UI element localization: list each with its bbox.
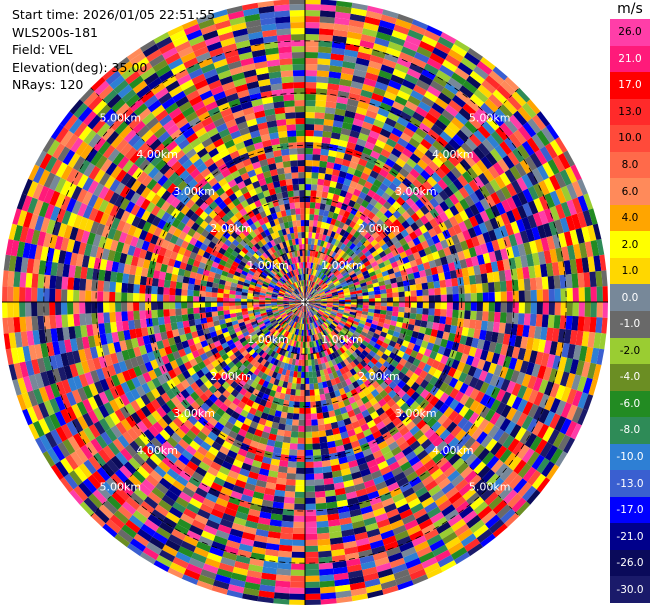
colorbar-segment xyxy=(610,496,650,524)
colorbar-tick-label: -13.0 xyxy=(616,477,644,490)
colorbar: m/s 26.0 21.0 17.0 13.0 10.0 8.0 6.0 4.0 2.0 1.0 0… xyxy=(610,0,650,610)
colorbar-segment xyxy=(610,72,650,100)
colorbar-segment xyxy=(610,364,650,392)
colorbar-segment xyxy=(610,417,650,445)
ring-label-3-1: 3.00km xyxy=(173,185,215,198)
ring-label-3-4: 3.00km xyxy=(395,407,437,420)
diagonal-axis-2 xyxy=(90,87,520,517)
colorbar-tick-label: 8.0 xyxy=(621,159,639,171)
site-label: WLS200s-181 xyxy=(12,24,98,40)
colorbar-tick-label: 21.0 xyxy=(618,52,642,65)
colorbar-segment xyxy=(610,231,650,259)
ring-label-1-3: 1.00km xyxy=(247,333,289,346)
ring-label-5-4: 5.00km xyxy=(469,481,511,494)
ring-label-4-4: 4.00km xyxy=(432,444,474,457)
colorbar-segment xyxy=(610,443,650,471)
colorbar-segment xyxy=(610,311,650,339)
colorbar-tick-label: -30.0 xyxy=(616,583,644,596)
colorbar-tick-label: -2.0 xyxy=(619,344,641,357)
plot-info: Start time: 2026/01/05 22:51:55 WLS200s-… xyxy=(12,6,215,94)
colorbar-segment xyxy=(610,257,650,285)
ring-label-1-2: 1.00km xyxy=(321,259,363,272)
colorbar-tick-label: -8.0 xyxy=(619,424,641,437)
colorbar-tick-label: -10.0 xyxy=(616,451,644,463)
elevation-label: Elevation(deg): 35.00 xyxy=(12,59,148,75)
colorbar-unit: m/s xyxy=(617,1,643,17)
ring-label-1-4: 1.00km xyxy=(321,333,363,346)
colorbar-segment xyxy=(610,576,650,604)
colorbar-segment xyxy=(610,523,650,551)
ring-label-4-1: 4.00km xyxy=(136,148,178,161)
ring-label-2-4: 2.00km xyxy=(358,370,400,383)
colorbar-segment xyxy=(610,125,650,153)
ring-label-4-3: 4.00km xyxy=(136,444,178,457)
velocity-gates xyxy=(2,0,608,605)
ring-label-3-3: 3.00km xyxy=(173,407,215,420)
colorbar-segment xyxy=(610,98,650,126)
range-ring-labels: 1.00km 1.00km 1.00km 1.00km 2.00km 2.00km 2.00… xyxy=(100,111,511,493)
colorbar-segment xyxy=(610,178,650,206)
range-rings xyxy=(2,0,608,605)
diagonal-axis-1 xyxy=(90,87,520,517)
ring-label-4-2: 4.00km xyxy=(432,148,474,161)
colorbar-boxes: 26.0 21.0 17.0 13.0 10.0 8.0 6.0 4.0 2.0 1.0 0.0 -1… xyxy=(610,19,650,604)
ring-label-5-3: 5.00km xyxy=(100,481,142,494)
colorbar-segment xyxy=(610,45,650,73)
colorbar-tick-label: 1.0 xyxy=(621,265,639,278)
start-time-label: Start time: 2026/01/05 22:51:55 xyxy=(12,7,216,22)
colorbar-tick-label: 4.0 xyxy=(621,212,639,225)
ring-label-2-3: 2.00km xyxy=(210,370,252,383)
colorbar-tick-label: -1.0 xyxy=(619,318,641,331)
ring-label-2-2: 2.00km xyxy=(358,222,400,235)
colorbar-segment xyxy=(610,549,650,577)
ring-label-5-2: 5.00km xyxy=(469,111,511,124)
colorbar-tick-label: 0.0 xyxy=(621,291,639,304)
colorbar-segment xyxy=(610,284,650,312)
colorbar-segment xyxy=(610,19,650,47)
ring-label-3-2: 3.00km xyxy=(395,185,437,198)
colorbar-segment xyxy=(610,204,650,232)
colorbar-tick-label: 10.0 xyxy=(618,132,642,145)
colorbar-tick-label: 6.0 xyxy=(621,185,639,198)
colorbar-segment xyxy=(610,390,650,418)
field-label: Field: VEL xyxy=(12,42,73,57)
nrays-label: NRays: 120 xyxy=(12,77,84,92)
ring-label-5-1: 5.00km xyxy=(100,111,142,124)
colorbar-tick-label: 2.0 xyxy=(621,238,639,251)
colorbar-tick-label: -4.0 xyxy=(619,371,641,384)
colorbar-tick-label: -17.0 xyxy=(616,504,644,517)
colorbar-tick-label: -6.0 xyxy=(619,397,641,410)
ring-label-1-1: 1.00km xyxy=(247,259,289,272)
colorbar-segment xyxy=(610,470,650,498)
colorbar-tick-label: 13.0 xyxy=(618,105,642,118)
colorbar-tick-label: -26.0 xyxy=(616,557,644,570)
ppi-plot: 1.00km 1.00km 1.00km 1.00km 2.00km 2.00km 2.00… xyxy=(2,0,608,605)
colorbar-tick-label: 17.0 xyxy=(618,79,642,92)
colorbar-segment xyxy=(610,151,650,179)
colorbar-tick-label: -21.0 xyxy=(616,530,644,543)
colorbar-segment xyxy=(610,337,650,365)
ring-label-2-1: 2.00km xyxy=(210,222,252,235)
colorbar-tick-label: 26.0 xyxy=(618,26,642,39)
